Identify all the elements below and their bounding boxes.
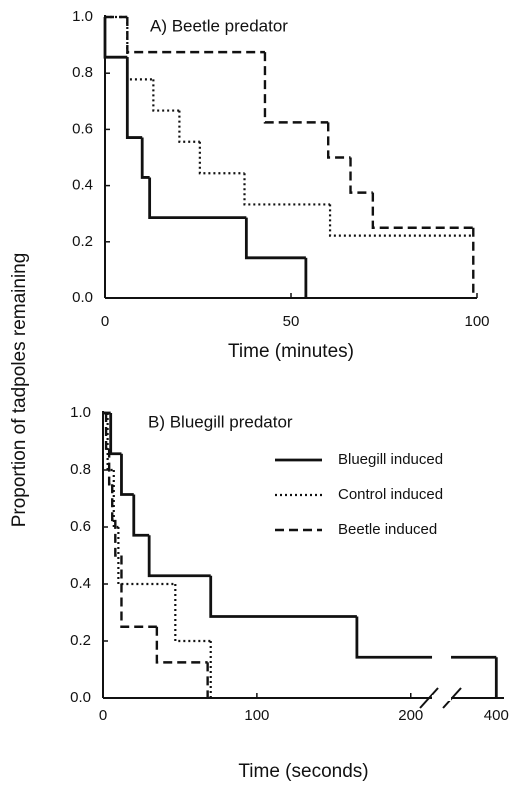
step-segment bbox=[104, 413, 110, 450]
x-tick-label: 100 bbox=[464, 313, 489, 330]
y-tick-label: 0.2 bbox=[70, 632, 91, 649]
step-segment bbox=[327, 122, 351, 159]
step-segment bbox=[109, 413, 122, 456]
y-tick-label: 0.2 bbox=[72, 233, 93, 250]
y-tick-label: 1.0 bbox=[72, 8, 93, 25]
step-segment bbox=[107, 448, 113, 486]
step-segment bbox=[328, 204, 474, 237]
axis-break-mark bbox=[419, 687, 439, 709]
y-tick-label: 0.6 bbox=[72, 120, 93, 137]
step-segment bbox=[244, 217, 306, 260]
axis-break-gap bbox=[432, 695, 452, 701]
step-segment bbox=[103, 17, 128, 59]
x-axis-label: Time (seconds) bbox=[238, 761, 368, 782]
x-tick-label: 100 bbox=[244, 707, 269, 724]
step-segment bbox=[349, 157, 373, 194]
step-segment bbox=[117, 527, 176, 586]
step-segment bbox=[114, 519, 122, 557]
step-segment bbox=[263, 52, 329, 124]
step-segment bbox=[147, 535, 211, 578]
step-segment bbox=[120, 453, 134, 496]
y-tick-label: 0.6 bbox=[70, 518, 91, 535]
y-tick-label: 0.0 bbox=[70, 689, 91, 706]
step-segment bbox=[148, 177, 247, 220]
step-segment bbox=[140, 137, 150, 179]
x-tick-label: 0 bbox=[99, 707, 107, 724]
step-segment bbox=[198, 141, 245, 175]
step-segment bbox=[209, 575, 357, 618]
panel-title: B) Bluegill predator bbox=[148, 412, 293, 431]
x-tick-label: 0 bbox=[101, 313, 109, 330]
x-tick-label: 200 bbox=[398, 707, 423, 724]
x-tick-label: 400 bbox=[484, 707, 509, 724]
step-segment bbox=[155, 626, 208, 664]
y-tick-label: 0.4 bbox=[70, 575, 91, 592]
legend-label: Bluegill induced bbox=[338, 451, 443, 468]
y-tick-label: 0.8 bbox=[70, 461, 91, 478]
step-segment bbox=[112, 470, 119, 529]
step-segment bbox=[243, 173, 331, 206]
legend-label: Control induced bbox=[338, 486, 443, 503]
y-axis-label: Proportion of tadpoles remaining bbox=[9, 253, 30, 528]
y-tick-label: 1.0 bbox=[70, 404, 91, 421]
y-tick-label: 0.4 bbox=[72, 177, 93, 194]
step-segment bbox=[125, 57, 143, 139]
step-segment bbox=[152, 79, 180, 112]
step-segment bbox=[126, 17, 265, 54]
step-segment bbox=[355, 616, 497, 659]
panel-title: A) Beetle predator bbox=[150, 16, 288, 35]
legend-label: Beetle induced bbox=[338, 521, 437, 538]
step-segment bbox=[111, 484, 116, 522]
y-tick-label: 0.0 bbox=[72, 289, 93, 306]
step-segment bbox=[120, 555, 157, 628]
axis-break-mark bbox=[442, 687, 462, 709]
step-segment bbox=[132, 494, 150, 537]
axis-break-gap bbox=[432, 513, 452, 708]
x-axis-label: Time (minutes) bbox=[228, 341, 354, 362]
step-segment bbox=[178, 110, 200, 143]
step-segment bbox=[106, 413, 114, 472]
step-segment bbox=[371, 192, 474, 229]
x-tick-label: 50 bbox=[283, 313, 300, 330]
y-tick-label: 0.8 bbox=[72, 64, 93, 81]
step-segment bbox=[174, 584, 211, 643]
